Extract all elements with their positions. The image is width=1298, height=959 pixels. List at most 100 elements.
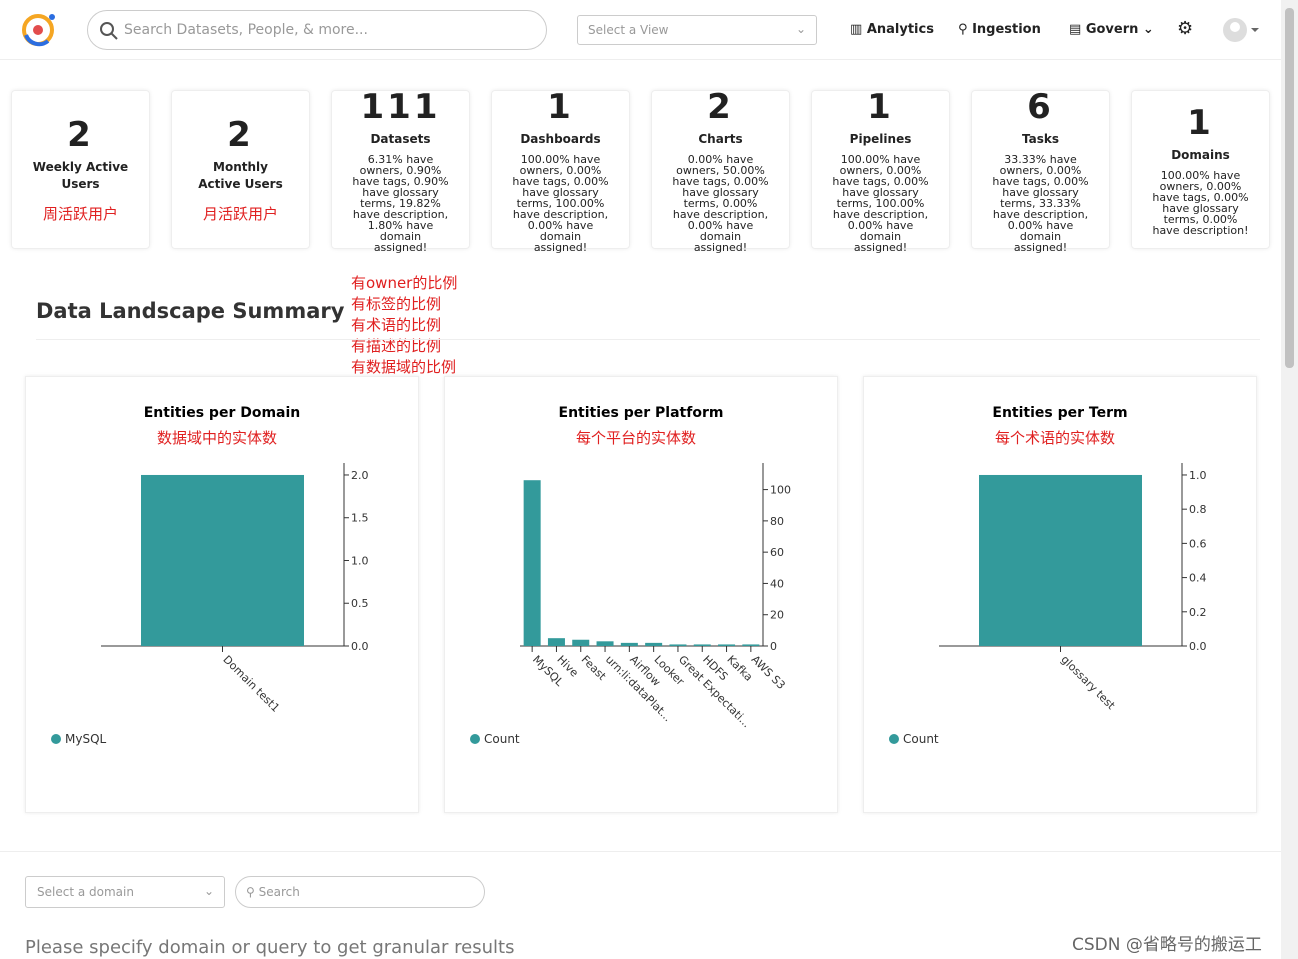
stat-value: 6 <box>1027 86 1054 127</box>
stat-value: 1 <box>867 86 894 127</box>
nav-ingestion[interactable]: ⚲ Ingestion <box>958 22 1041 37</box>
filter-search[interactable]: ⚲ Search <box>235 876 485 908</box>
nav-analytics[interactable]: ▥ Analytics <box>850 22 934 37</box>
stat-description: 100.00% have owners, 0.00% have tags, 0.… <box>1152 169 1249 237</box>
chart: Entities per Domain 数据域中的实体数 0.0 0.5 1.0 1.5 2… <box>51 405 369 746</box>
top-bar: Search Datasets, People, & more... Selec… <box>0 0 1281 60</box>
stat-card: 2 Charts 0.00% have owners, 50.00% have ta… <box>651 86 790 253</box>
stat-note: 周活跃用户 <box>42 205 118 223</box>
annotation: 有owner的比例 <box>351 274 458 292</box>
y-tick-label: 0.4 <box>1189 572 1207 585</box>
y-tick-label: 1.5 <box>351 512 369 525</box>
stat-label: Charts <box>698 131 743 146</box>
scroll-thumb[interactable] <box>1285 8 1294 368</box>
x-tick-label: AWS S3 <box>749 653 788 692</box>
nav-text: Govern <box>1085 22 1139 37</box>
stat-value: 2 <box>67 115 94 155</box>
scrollbar[interactable] <box>1281 0 1298 959</box>
stat-value: 2 <box>707 86 734 127</box>
x-tick-label: glossary test <box>1058 653 1118 713</box>
domain-select-text: Select a domain <box>37 885 134 899</box>
nav-text: Ingestion <box>972 22 1041 37</box>
chart: Entities per Term 每个术语的实体数 0.0 0.2 0.4 0.6 0.8… <box>889 405 1207 746</box>
section-title: Data Landscape Summary <box>36 299 345 323</box>
y-tick-label: 0.5 <box>351 597 369 610</box>
chart-annotation: 每个术语的实体数 <box>995 429 1115 447</box>
stat-label: Tasks <box>1021 131 1059 146</box>
stat-value: 1 <box>547 86 574 127</box>
caret: ⌄ <box>795 22 806 36</box>
annotation: 有描述的比例 <box>351 337 442 355</box>
chart-annotation: 每个平台的实体数 <box>576 429 696 447</box>
y-tick-label: 0.6 <box>1189 537 1207 550</box>
chart-title: Entities per Term <box>992 405 1127 421</box>
legend-label: MySQL <box>65 732 107 746</box>
y-tick-label: 1.0 <box>351 554 369 567</box>
bar <box>718 644 736 646</box>
stat-description: 33.33% have owners, 0.00% have tags, 0.0… <box>992 152 1089 254</box>
bar <box>572 639 590 646</box>
bar <box>523 480 541 646</box>
stat-card: 2 Monthly Active Users 月活跃用户 <box>171 90 310 249</box>
stat-card: 111 Datasets 6.31% have owners, 0.90% have… <box>331 86 470 253</box>
legend-swatch <box>470 734 480 744</box>
bar <box>620 642 638 646</box>
x-tick-label: Domain test1 <box>220 653 282 715</box>
y-tick-label: 0.0 <box>1189 640 1207 653</box>
stat-label: Dashboards <box>520 131 601 146</box>
chart: Entities per Platform 每个平台的实体数 0 20 40 60 80 10… <box>470 405 791 746</box>
y-tick-label: 1.0 <box>1189 469 1207 482</box>
stat-label: Monthly Active Users <box>198 160 283 191</box>
annotation: 有术语的比例 <box>351 316 442 334</box>
stat-description: 6.31% have owners, 0.90% have tags, 0.90… <box>352 152 449 254</box>
stat-description: 100.00% have owners, 0.00% have tags, 0.… <box>512 152 609 254</box>
legend-swatch <box>889 734 899 744</box>
y-tick-label: 0.2 <box>1189 606 1207 619</box>
y-tick-label: 40 <box>770 577 784 590</box>
search-placeholder: Search Datasets, People, & more... <box>124 22 368 38</box>
bar <box>141 474 304 646</box>
search-box[interactable]: Search Datasets, People, & more... <box>87 10 547 50</box>
stat-card: 1 Pipelines 100.00% have owners, 0.00% hav… <box>811 86 950 253</box>
y-tick-label: 80 <box>770 515 784 528</box>
stat-card: 1 Dashboards 100.00% have owners, 0.00% ha… <box>491 86 630 253</box>
stat-value: 111 <box>360 86 441 127</box>
bar <box>645 642 663 646</box>
chart-title: Entities per Platform <box>559 405 724 421</box>
y-tick-label: 100 <box>770 484 791 497</box>
bar <box>596 641 614 646</box>
nav-govern[interactable]: ▤ Govern ⌄ <box>1069 22 1154 37</box>
stat-value: 1 <box>1187 103 1214 143</box>
y-tick-label: 20 <box>770 609 784 622</box>
divider <box>0 851 1281 852</box>
caret: ⌄ <box>203 884 214 898</box>
chart-panel: Entities per Domain 数据域中的实体数 0.0 0.5 1.0 1.5 2… <box>25 376 419 813</box>
stat-card: 1 Domains 100.00% have owners, 0.00% have … <box>1131 90 1270 249</box>
stat-note: 月活跃用户 <box>202 205 278 223</box>
annotation: 有数据域的比例 <box>351 358 457 376</box>
stat-description: 100.00% have owners, 0.00% have tags, 0.… <box>832 152 929 254</box>
avatar[interactable] <box>1222 17 1262 43</box>
y-tick-label: 0 <box>770 640 777 653</box>
bar <box>547 638 565 646</box>
bar <box>693 644 711 646</box>
y-tick-label: 2.0 <box>351 469 369 482</box>
y-tick-label: 60 <box>770 546 784 559</box>
stat-card: 2 Weekly Active Users 周活跃用户 <box>11 90 150 249</box>
x-tick-label: Feast <box>579 653 609 683</box>
x-tick-label: Kafka <box>724 653 755 684</box>
stat-value: 2 <box>227 115 254 155</box>
filter-search-text: Search <box>258 885 300 899</box>
settings-icon[interactable]: ⚙ <box>1177 18 1194 39</box>
annotation: 有标签的比例 <box>351 295 442 313</box>
chart-panel: Entities per Platform 每个平台的实体数 0 20 40 60 80 10… <box>444 376 838 813</box>
stat-label: Datasets <box>370 131 431 146</box>
y-tick-label: 0.0 <box>351 640 369 653</box>
search-icon <box>100 22 118 40</box>
logo[interactable] <box>18 11 58 47</box>
stat-label: Domains <box>1171 148 1230 162</box>
domain-select[interactable]: Select a domain ⌄ <box>25 876 225 908</box>
view-select[interactable]: Select a View ⌄ <box>577 15 817 45</box>
legend-label: Count <box>903 732 939 746</box>
